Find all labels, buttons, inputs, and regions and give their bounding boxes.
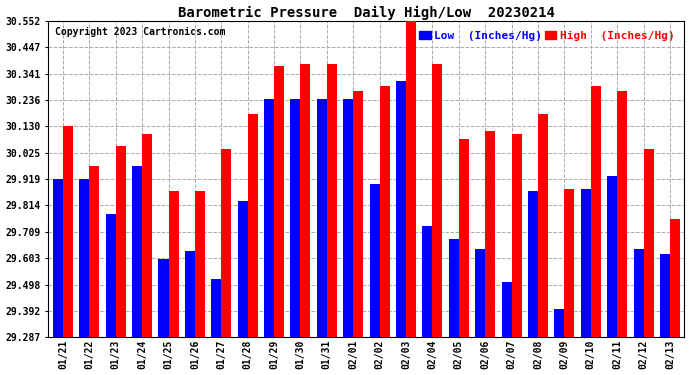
Bar <box>433 64 442 337</box>
Bar <box>195 192 205 337</box>
Text: Copyright 2023 Cartronics.com: Copyright 2023 Cartronics.com <box>55 27 225 37</box>
Bar <box>528 192 538 337</box>
Bar <box>317 99 327 337</box>
Bar <box>459 139 469 337</box>
Bar <box>343 99 353 337</box>
Bar <box>89 166 99 337</box>
Bar <box>248 114 258 337</box>
Bar <box>53 179 63 337</box>
Bar <box>502 282 511 337</box>
Bar <box>660 254 670 337</box>
Bar <box>591 86 601 337</box>
Bar <box>116 147 126 337</box>
Bar <box>581 189 591 337</box>
Bar <box>406 21 416 337</box>
Bar <box>448 239 459 337</box>
Bar <box>132 166 142 337</box>
Bar <box>617 92 627 337</box>
Bar <box>327 64 337 337</box>
Title: Barometric Pressure  Daily High/Low  20230214: Barometric Pressure Daily High/Low 20230… <box>178 6 555 20</box>
Bar <box>237 201 248 337</box>
Bar <box>644 149 653 337</box>
Bar <box>564 189 574 337</box>
Bar <box>168 192 179 337</box>
Bar <box>475 249 485 337</box>
Bar <box>422 226 433 337</box>
Bar <box>353 92 363 337</box>
Bar <box>159 259 168 337</box>
Bar <box>221 149 231 337</box>
Bar <box>511 134 522 337</box>
Bar <box>63 126 73 337</box>
Bar <box>380 86 390 337</box>
Bar <box>300 64 310 337</box>
Bar <box>211 279 221 337</box>
Bar <box>633 249 644 337</box>
Bar <box>670 219 680 337</box>
Bar <box>396 81 406 337</box>
Bar <box>106 214 116 337</box>
Bar <box>274 66 284 337</box>
Bar <box>79 179 89 337</box>
Bar <box>370 184 380 337</box>
Bar <box>264 99 274 337</box>
Bar <box>185 252 195 337</box>
Bar <box>142 134 152 337</box>
Bar <box>538 114 548 337</box>
Bar <box>607 177 617 337</box>
Bar <box>554 309 564 337</box>
Legend: Low  (Inches/Hg), High  (Inches/Hg): Low (Inches/Hg), High (Inches/Hg) <box>415 26 679 45</box>
Bar <box>485 131 495 337</box>
Bar <box>290 99 300 337</box>
